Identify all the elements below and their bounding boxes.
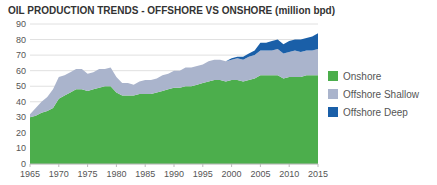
areas xyxy=(30,33,318,164)
x-tick xyxy=(231,164,232,167)
legend-swatch xyxy=(328,71,338,81)
x-tick-label: 2015 xyxy=(308,169,328,179)
y-tick-label: 30 xyxy=(16,112,26,122)
y-tick-label: 40 xyxy=(16,97,26,107)
y-axis: 0 10 20 30 40 50 60 70 80 90 xyxy=(16,19,318,169)
x-tick xyxy=(260,164,261,167)
grid-line xyxy=(30,24,318,25)
title: OIL PRODUCTION TRENDS - OFFSHORE VS ONSH… xyxy=(8,5,335,16)
x-tick-label: 1965 xyxy=(20,169,40,179)
x-tick xyxy=(174,164,175,167)
x-tick xyxy=(87,164,88,167)
y-tick-label: 80 xyxy=(16,35,26,45)
x-tick xyxy=(318,164,319,167)
y-tick-label: 90 xyxy=(16,19,26,29)
chart: OIL PRODUCTION TRENDS - OFFSHORE VS ONSH… xyxy=(0,0,437,185)
y-tick-label: 70 xyxy=(16,50,26,60)
x-tick-label: 2010 xyxy=(279,169,299,179)
legend-swatch xyxy=(328,89,338,99)
legend-swatch xyxy=(328,107,338,117)
x-tick xyxy=(116,164,117,167)
x-tick-label: 1985 xyxy=(135,169,155,179)
x-tick xyxy=(30,164,31,167)
grid-line xyxy=(30,39,318,40)
y-tick-label: 10 xyxy=(16,143,26,153)
x-tick-label: 1980 xyxy=(106,169,126,179)
x-tick xyxy=(289,164,290,167)
x-tick-label: 1995 xyxy=(193,169,213,179)
x-tick-label: 1975 xyxy=(78,169,98,179)
legend-label: Offshore Shallow xyxy=(343,89,420,100)
area xyxy=(30,33,318,114)
x-tick-label: 2005 xyxy=(250,169,270,179)
x-tick xyxy=(58,164,59,167)
x-tick-label: 2000 xyxy=(222,169,242,179)
x-tick xyxy=(145,164,146,167)
y-tick-label: 0 xyxy=(21,159,26,169)
x-tick xyxy=(202,164,203,167)
legend: Onshore Offshore Shallow Offshore Deep xyxy=(328,71,420,118)
legend-label: Onshore xyxy=(343,71,382,82)
x-tick-label: 1990 xyxy=(164,169,184,179)
y-tick-label: 60 xyxy=(16,66,26,76)
x-axis: 1965 1970 1975 1980 1985 1990 1995 2000 2005 2010… xyxy=(20,164,328,179)
area xyxy=(30,49,318,117)
x-tick-label: 1970 xyxy=(49,169,69,179)
y-tick-label: 20 xyxy=(16,128,26,138)
legend-label: Offshore Deep xyxy=(343,107,408,118)
y-tick-label: 50 xyxy=(16,81,26,91)
